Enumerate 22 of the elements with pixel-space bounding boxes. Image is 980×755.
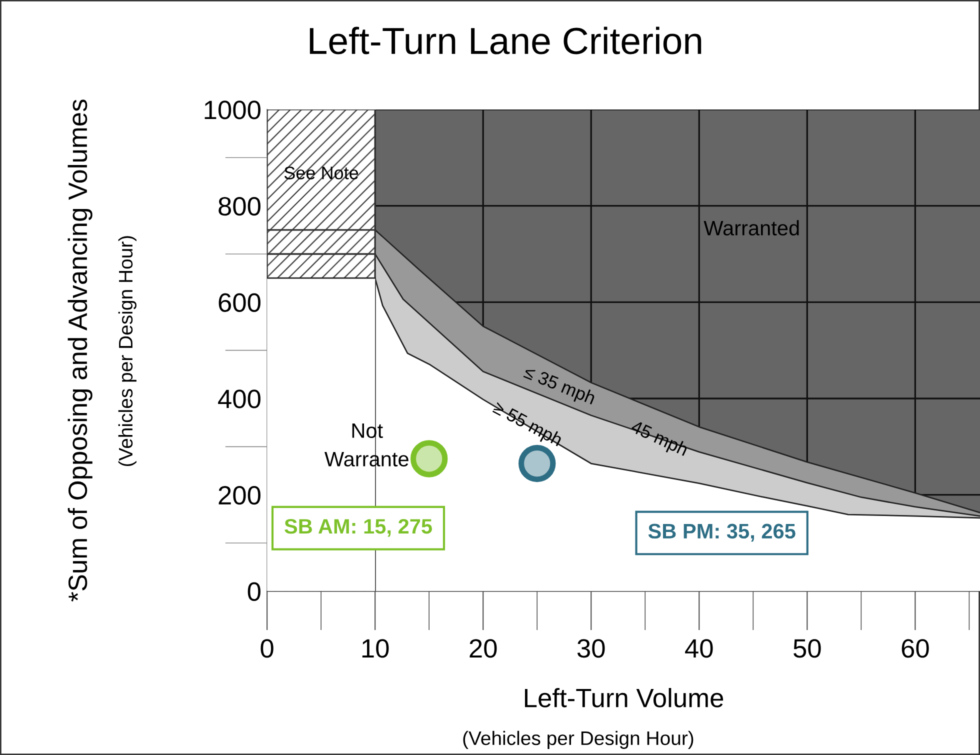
x-tick-label: 10	[362, 639, 389, 658]
x-axis-title: Left-Turn Volume	[524, 688, 724, 708]
x-tick-label: 0	[260, 639, 274, 658]
y-tick-label: 800	[218, 196, 260, 216]
x-tick-label: 60	[902, 639, 929, 658]
y-axis-title: *Sum of Opposing and Advancing Volumes	[68, 100, 92, 602]
text: (Vehicles per Design Hour)	[118, 236, 136, 466]
annotation: SB AM: 15, 275	[284, 518, 432, 537]
y-tick-label: 0	[248, 582, 260, 601]
y-tick-label: 1000	[204, 100, 260, 120]
x-tick-label: 50	[794, 639, 821, 658]
y-tick-label: 400	[218, 390, 260, 408]
x-tick-label: 40	[685, 639, 713, 658]
annotation: 45 mph	[628, 419, 689, 460]
x-tick-label: 30	[577, 639, 605, 658]
annotation: Warranted	[704, 220, 799, 236]
x-tick-label: 20	[470, 639, 497, 658]
annotation: SB PM: 35, 265	[648, 524, 796, 542]
y-tick-label: 200	[218, 486, 260, 505]
chart-title: Left-Turn Lane Criterion	[310, 26, 702, 54]
y-tick-label: 600	[218, 293, 260, 312]
text: (Vehicles per Design Hour)	[463, 730, 694, 749]
